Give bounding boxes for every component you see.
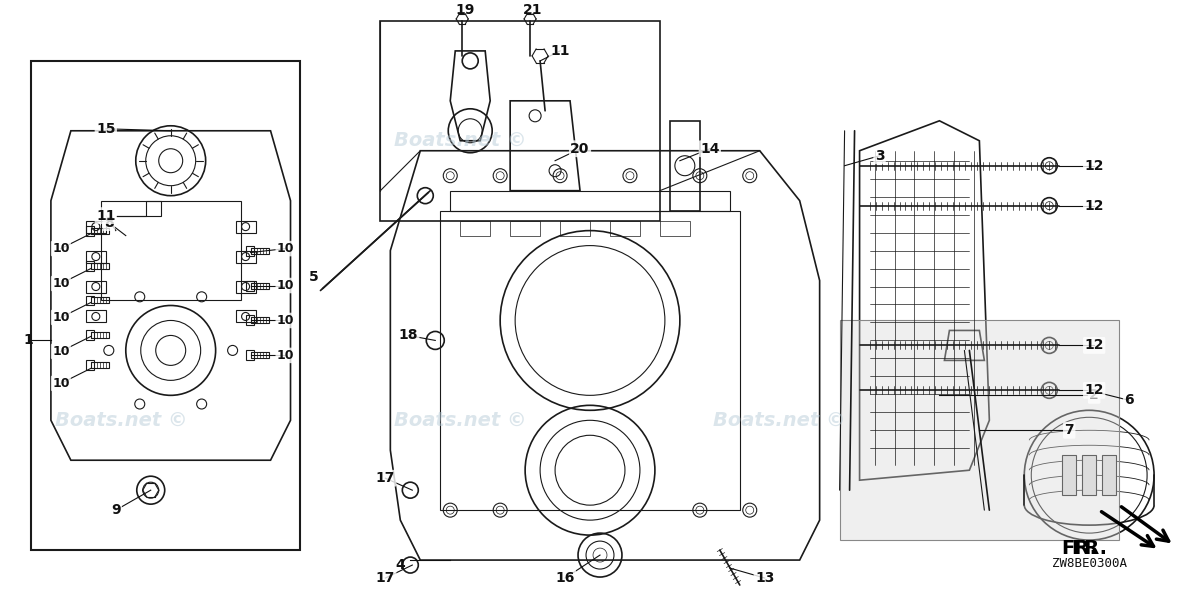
Text: 1: 1 <box>23 334 32 347</box>
Text: 3: 3 <box>875 149 884 163</box>
Text: Boats.net ©: Boats.net © <box>714 411 846 430</box>
Text: 20: 20 <box>570 142 589 156</box>
Text: FR.: FR. <box>1072 539 1108 558</box>
Text: 12: 12 <box>1085 199 1104 213</box>
Bar <box>91 362 109 368</box>
Text: 11: 11 <box>551 44 570 58</box>
Text: 19: 19 <box>455 3 475 17</box>
Bar <box>91 332 109 338</box>
Bar <box>1082 455 1096 495</box>
Text: 13: 13 <box>755 571 774 585</box>
Text: 9: 9 <box>110 503 121 517</box>
Text: 10: 10 <box>52 242 70 255</box>
Text: FR.: FR. <box>1061 539 1097 558</box>
Bar <box>31 61 300 550</box>
Text: 4: 4 <box>395 558 406 572</box>
Bar <box>86 261 94 271</box>
Polygon shape <box>840 320 1120 540</box>
Text: 15: 15 <box>96 122 115 136</box>
Bar <box>235 250 256 262</box>
Bar <box>670 121 700 211</box>
Bar <box>840 320 1120 540</box>
Bar <box>235 310 256 322</box>
Text: Boats.net ©: Boats.net © <box>394 131 527 150</box>
Bar <box>246 246 253 256</box>
Bar <box>251 247 269 253</box>
Bar <box>235 220 256 232</box>
Bar <box>1102 455 1116 495</box>
Bar <box>246 350 253 361</box>
Text: 10: 10 <box>277 314 294 327</box>
Text: 14: 14 <box>700 142 720 156</box>
Bar <box>440 211 739 510</box>
Text: 12: 12 <box>1085 383 1104 397</box>
Text: Boats.net ©: Boats.net © <box>394 411 527 430</box>
Bar <box>86 310 106 322</box>
Bar <box>86 295 94 305</box>
Text: 17: 17 <box>376 471 395 485</box>
Bar <box>86 280 106 292</box>
Text: 10: 10 <box>52 277 70 290</box>
Bar <box>1062 455 1076 495</box>
Bar <box>91 298 109 304</box>
Bar <box>86 361 94 370</box>
Bar <box>251 352 269 358</box>
Text: 18: 18 <box>398 328 418 343</box>
Text: 8: 8 <box>104 216 114 229</box>
Bar <box>91 228 109 234</box>
Bar <box>560 220 590 235</box>
Text: 6: 6 <box>1124 394 1134 407</box>
Bar <box>86 250 106 262</box>
Text: 7: 7 <box>1064 423 1074 437</box>
Bar <box>380 21 660 220</box>
Text: 10: 10 <box>52 345 70 358</box>
Bar <box>235 280 256 292</box>
Bar <box>461 220 490 235</box>
Text: 16: 16 <box>556 571 575 585</box>
Bar <box>246 316 253 325</box>
Bar <box>450 190 730 211</box>
Bar <box>246 280 253 291</box>
Text: 10: 10 <box>52 377 70 390</box>
Text: 12: 12 <box>1085 159 1104 173</box>
Text: 11: 11 <box>96 208 115 223</box>
Bar <box>660 220 690 235</box>
Bar <box>101 201 240 301</box>
Text: 12: 12 <box>1085 338 1104 352</box>
Bar <box>86 226 94 235</box>
Text: 10: 10 <box>277 279 294 292</box>
Bar <box>86 331 94 340</box>
Text: 5: 5 <box>308 270 318 283</box>
Bar <box>510 220 540 235</box>
Bar <box>91 262 109 268</box>
Text: 2: 2 <box>1090 388 1099 403</box>
Text: Boats.net ©: Boats.net © <box>54 411 187 430</box>
Text: 10: 10 <box>277 349 294 362</box>
Text: 10: 10 <box>277 242 294 255</box>
Text: ZW8BE0300A: ZW8BE0300A <box>1051 557 1127 570</box>
Text: 21: 21 <box>523 3 542 17</box>
Text: 10: 10 <box>52 311 70 324</box>
Bar <box>251 317 269 323</box>
Bar <box>86 220 106 232</box>
Bar <box>251 283 269 289</box>
Text: 17: 17 <box>376 571 395 585</box>
Bar <box>610 220 640 235</box>
